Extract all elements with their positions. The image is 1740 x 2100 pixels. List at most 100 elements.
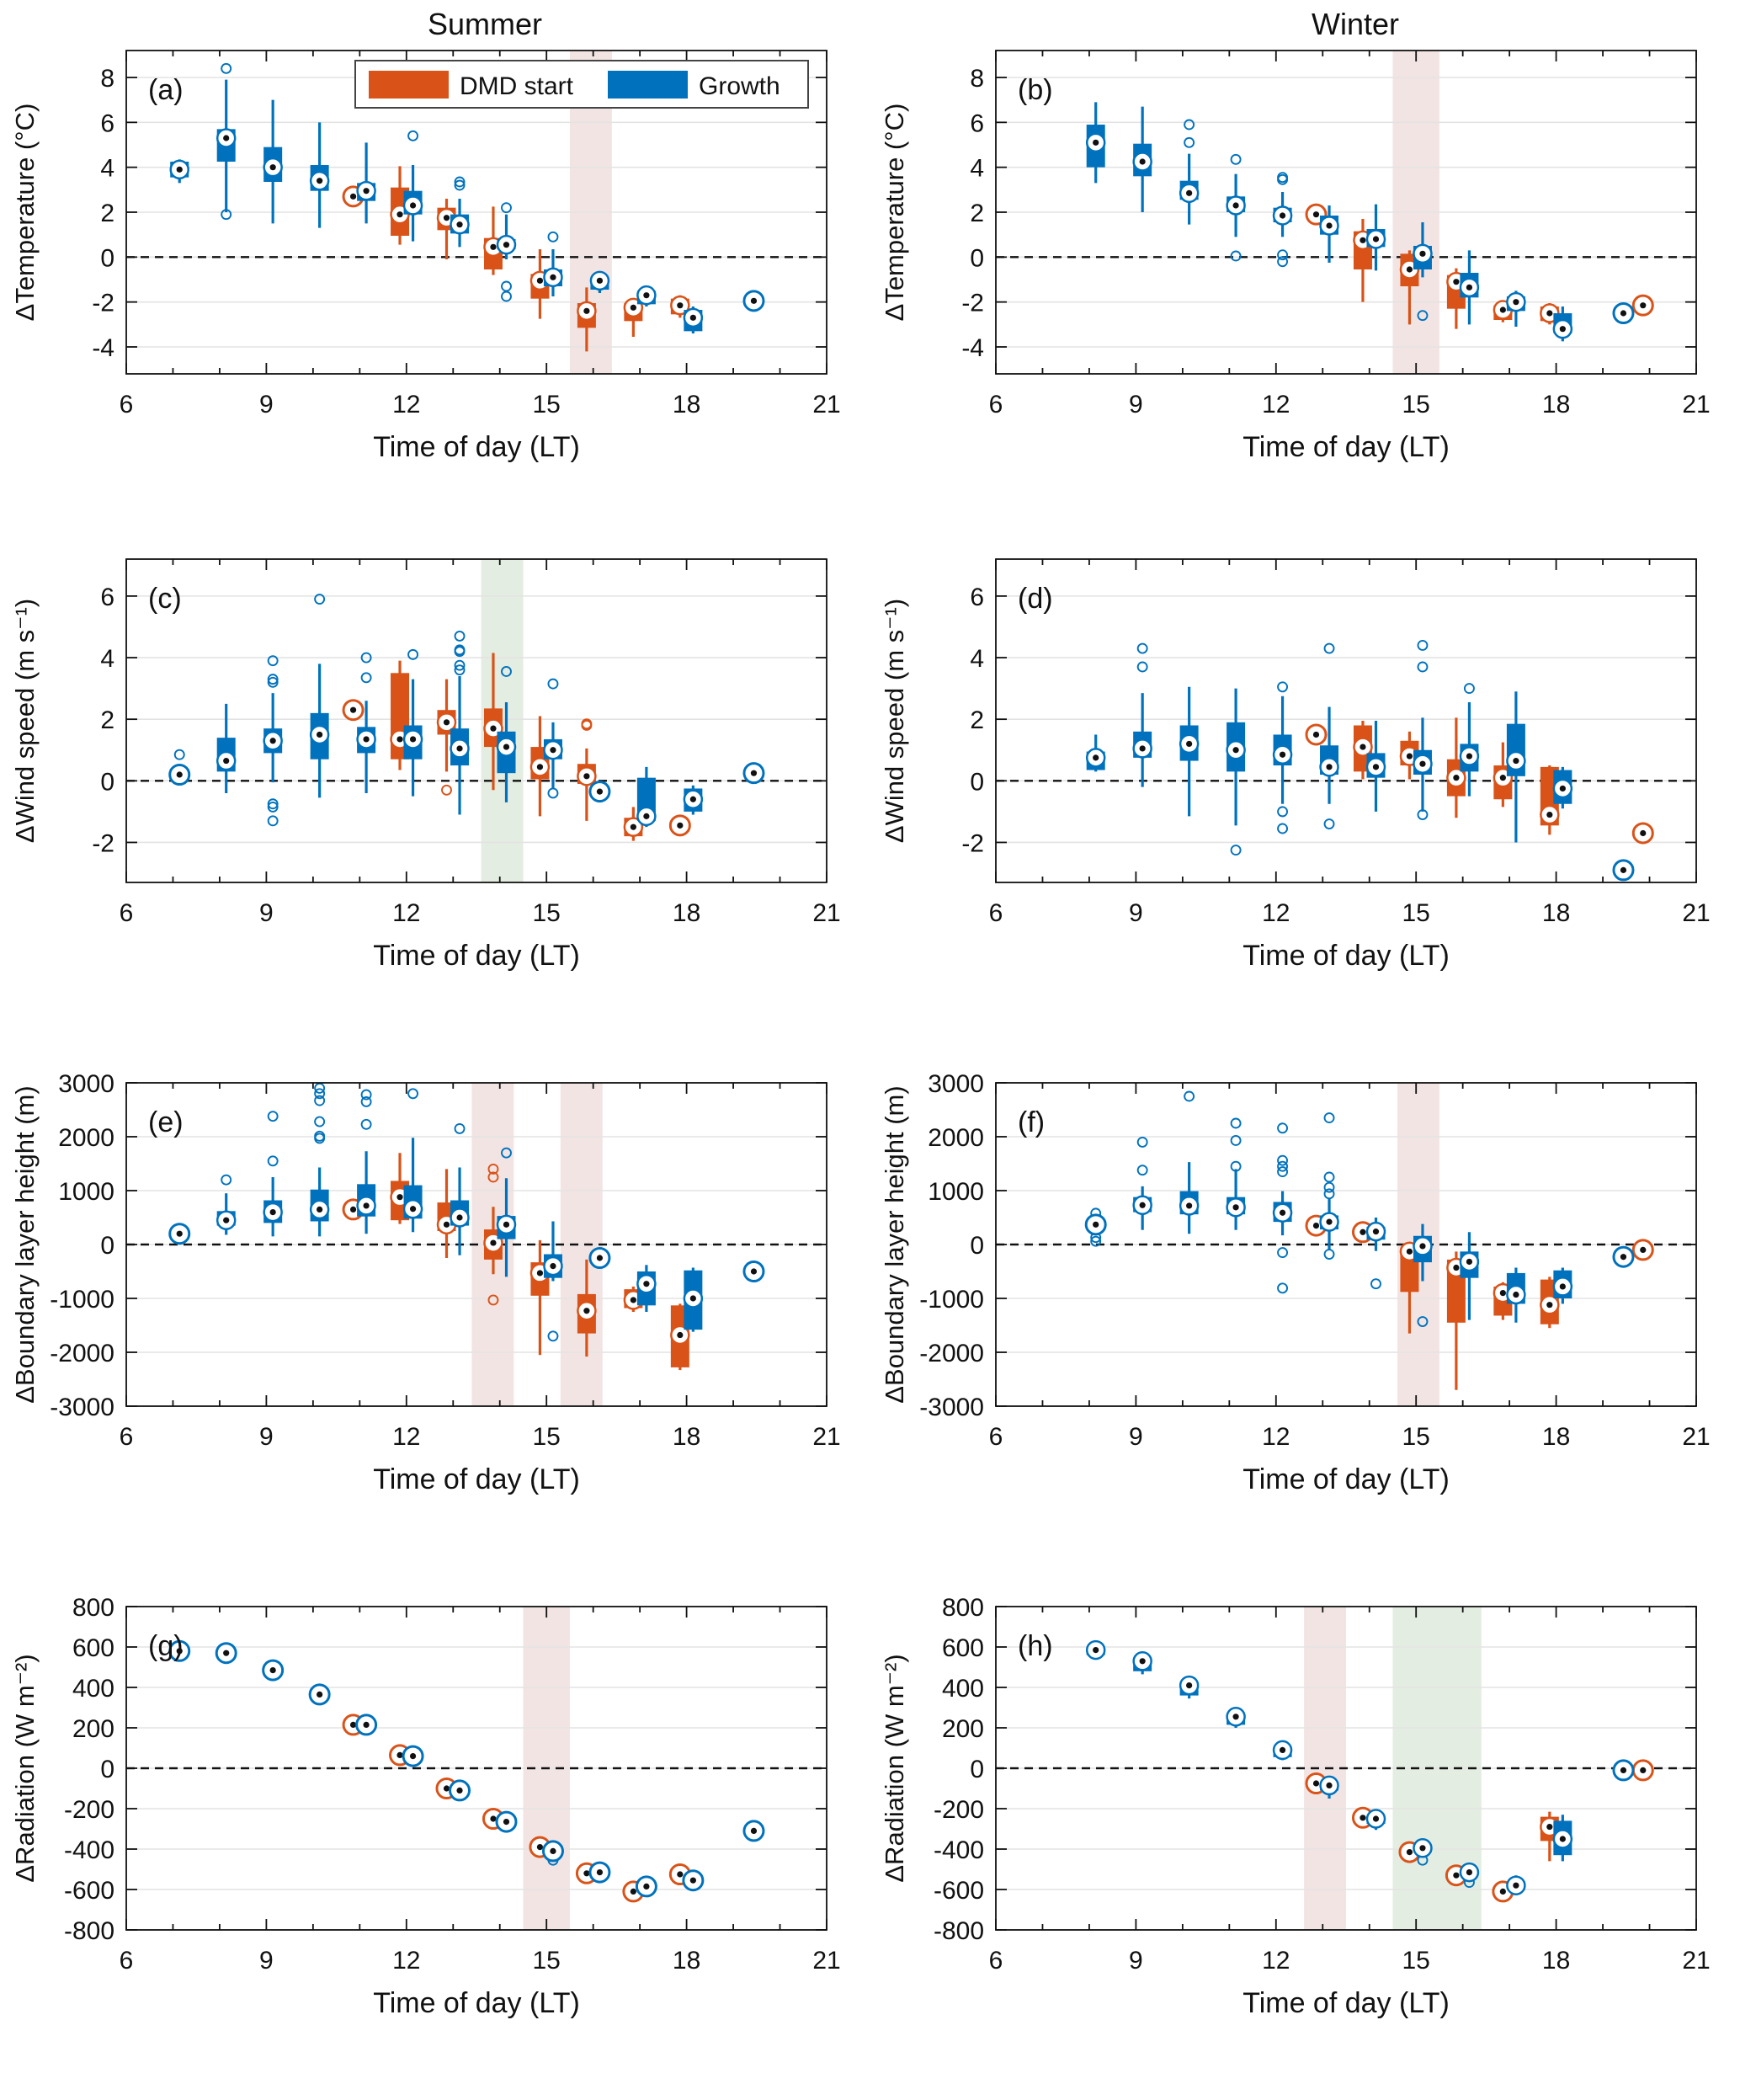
svg-text:(h): (h) [1018, 1630, 1053, 1662]
svg-text:18: 18 [1542, 1423, 1570, 1451]
svg-text:0: 0 [100, 1756, 114, 1783]
svg-text:6: 6 [989, 1947, 1003, 1975]
panel-c-chart: 6 4 2 0 -2 6 9 12 15 18 21 Time of day (LT) ΔWind sp… [10, 558, 841, 972]
svg-text:-400: -400 [934, 1836, 984, 1864]
svg-text:-3000: -3000 [919, 1394, 984, 1421]
svg-text:12: 12 [392, 1423, 420, 1451]
svg-text:1000: 1000 [58, 1178, 114, 1206]
svg-text:(d): (d) [1018, 583, 1053, 615]
svg-text:9: 9 [259, 1423, 274, 1451]
svg-text:0: 0 [970, 1232, 984, 1260]
svg-text:6: 6 [120, 1423, 134, 1451]
panel-f: 3000 2000 1000 0 -1000 -2000 -3000 6 9 12 15 18 21 Ti… [870, 1053, 1739, 1576]
svg-text:15: 15 [533, 391, 561, 418]
svg-text:9: 9 [1129, 1947, 1143, 1975]
svg-text:3000: 3000 [58, 1070, 114, 1098]
svg-text:6: 6 [100, 584, 114, 611]
svg-text:(g): (g) [148, 1630, 184, 1662]
svg-text:0: 0 [100, 244, 114, 272]
svg-text:2: 2 [100, 200, 114, 227]
svg-text:21: 21 [1682, 1423, 1710, 1451]
svg-text:Time of day (LT): Time of day (LT) [373, 1463, 580, 1495]
svg-text:-4: -4 [961, 334, 984, 362]
svg-text:400: 400 [72, 1675, 114, 1703]
panel-c: 6 4 2 0 -2 6 9 12 15 18 21 Time of day (LT) ΔWind sp… [0, 529, 870, 1053]
svg-text:ΔBoundary layer height (m): ΔBoundary layer height (m) [880, 1085, 909, 1403]
svg-text:18: 18 [673, 1947, 700, 1975]
svg-text:9: 9 [259, 391, 274, 418]
svg-text:-200: -200 [934, 1796, 984, 1824]
svg-text:15: 15 [1402, 1423, 1430, 1451]
panel-a-chart: 8 6 4 2 0 -2 -4 6 9 12 15 18 21 Time of day (LT) ΔTemp… [10, 50, 841, 463]
svg-text:21: 21 [812, 391, 840, 418]
svg-text:9: 9 [259, 899, 274, 927]
svg-text:800: 800 [72, 1594, 114, 1622]
svg-text:600: 600 [72, 1634, 114, 1662]
svg-text:-800: -800 [934, 1917, 984, 1945]
svg-text:-2: -2 [92, 829, 114, 857]
svg-text:-2: -2 [961, 829, 984, 857]
svg-text:-800: -800 [64, 1917, 114, 1945]
svg-text:0: 0 [970, 244, 984, 272]
svg-text:4: 4 [970, 645, 984, 673]
svg-text:-3000: -3000 [50, 1394, 114, 1421]
svg-text:Growth: Growth [699, 72, 780, 100]
svg-text:-2000: -2000 [50, 1340, 114, 1367]
svg-text:1000: 1000 [928, 1178, 984, 1206]
panel-d: 6 4 2 0 -2 6 9 12 15 18 21 Time of day (LT) ΔWind sp… [870, 529, 1739, 1053]
svg-text:9: 9 [1129, 899, 1143, 927]
svg-text:15: 15 [1402, 899, 1430, 927]
svg-text:15: 15 [533, 1947, 561, 1975]
svg-text:-1000: -1000 [50, 1286, 114, 1314]
svg-text:4: 4 [100, 155, 114, 183]
svg-text:9: 9 [1129, 391, 1143, 418]
svg-text:200: 200 [942, 1715, 984, 1743]
svg-text:0: 0 [100, 1232, 114, 1260]
svg-text:Time of day (LT): Time of day (LT) [1242, 1463, 1450, 1495]
svg-text:15: 15 [533, 899, 561, 927]
svg-text:2000: 2000 [58, 1124, 114, 1152]
svg-text:ΔWind speed (m s⁻¹): ΔWind speed (m s⁻¹) [10, 599, 40, 843]
svg-text:(a): (a) [148, 74, 184, 106]
svg-text:12: 12 [392, 899, 420, 927]
svg-text:(f): (f) [1018, 1106, 1045, 1138]
svg-text:-600: -600 [64, 1877, 114, 1905]
svg-text:12: 12 [392, 1947, 420, 1975]
svg-text:18: 18 [673, 391, 700, 418]
svg-text:ΔTemperature (°C): ΔTemperature (°C) [10, 104, 40, 322]
svg-text:21: 21 [812, 1947, 840, 1975]
svg-text:21: 21 [812, 1423, 840, 1451]
svg-text:ΔWind speed (m s⁻¹): ΔWind speed (m s⁻¹) [880, 599, 909, 843]
svg-text:4: 4 [970, 155, 984, 183]
svg-text:-400: -400 [64, 1836, 114, 1864]
svg-text:9: 9 [259, 1947, 274, 1975]
svg-text:2: 2 [970, 706, 984, 734]
column-title-winter: Winter [1311, 7, 1399, 41]
panel-a: 8 6 4 2 0 -2 -4 6 9 12 15 18 21 Time of day (LT) ΔTemp… [0, 0, 870, 529]
svg-text:21: 21 [1682, 1947, 1710, 1975]
svg-text:Time of day (LT): Time of day (LT) [373, 431, 580, 463]
panel-h: 800 600 400 200 0 -200 -400 -600 -800 6 9 12 15 18 21 T… [870, 1576, 1739, 2100]
svg-text:0: 0 [100, 768, 114, 796]
svg-text:6: 6 [100, 109, 114, 137]
svg-text:18: 18 [1542, 1947, 1570, 1975]
svg-text:6: 6 [120, 1947, 134, 1975]
svg-text:2: 2 [100, 706, 114, 734]
panel-e: 3000 2000 1000 0 -1000 -2000 -3000 6 9 12 15 18 21 Ti… [0, 1053, 870, 1576]
svg-text:(c): (c) [148, 583, 182, 615]
svg-text:18: 18 [1542, 391, 1570, 418]
svg-text:18: 18 [1542, 899, 1570, 927]
svg-text:0: 0 [970, 768, 984, 796]
svg-text:3000: 3000 [928, 1070, 984, 1098]
panel-b: 8 6 4 2 0 -2 -4 6 9 12 15 18 21 Time of day (LT) ΔTemp… [870, 0, 1739, 529]
svg-text:12: 12 [392, 391, 420, 418]
svg-text:600: 600 [942, 1634, 984, 1662]
svg-text:4: 4 [100, 645, 114, 673]
svg-text:6: 6 [120, 391, 134, 418]
svg-text:6: 6 [970, 109, 984, 137]
svg-text:21: 21 [1682, 391, 1710, 418]
svg-text:18: 18 [673, 1423, 700, 1451]
